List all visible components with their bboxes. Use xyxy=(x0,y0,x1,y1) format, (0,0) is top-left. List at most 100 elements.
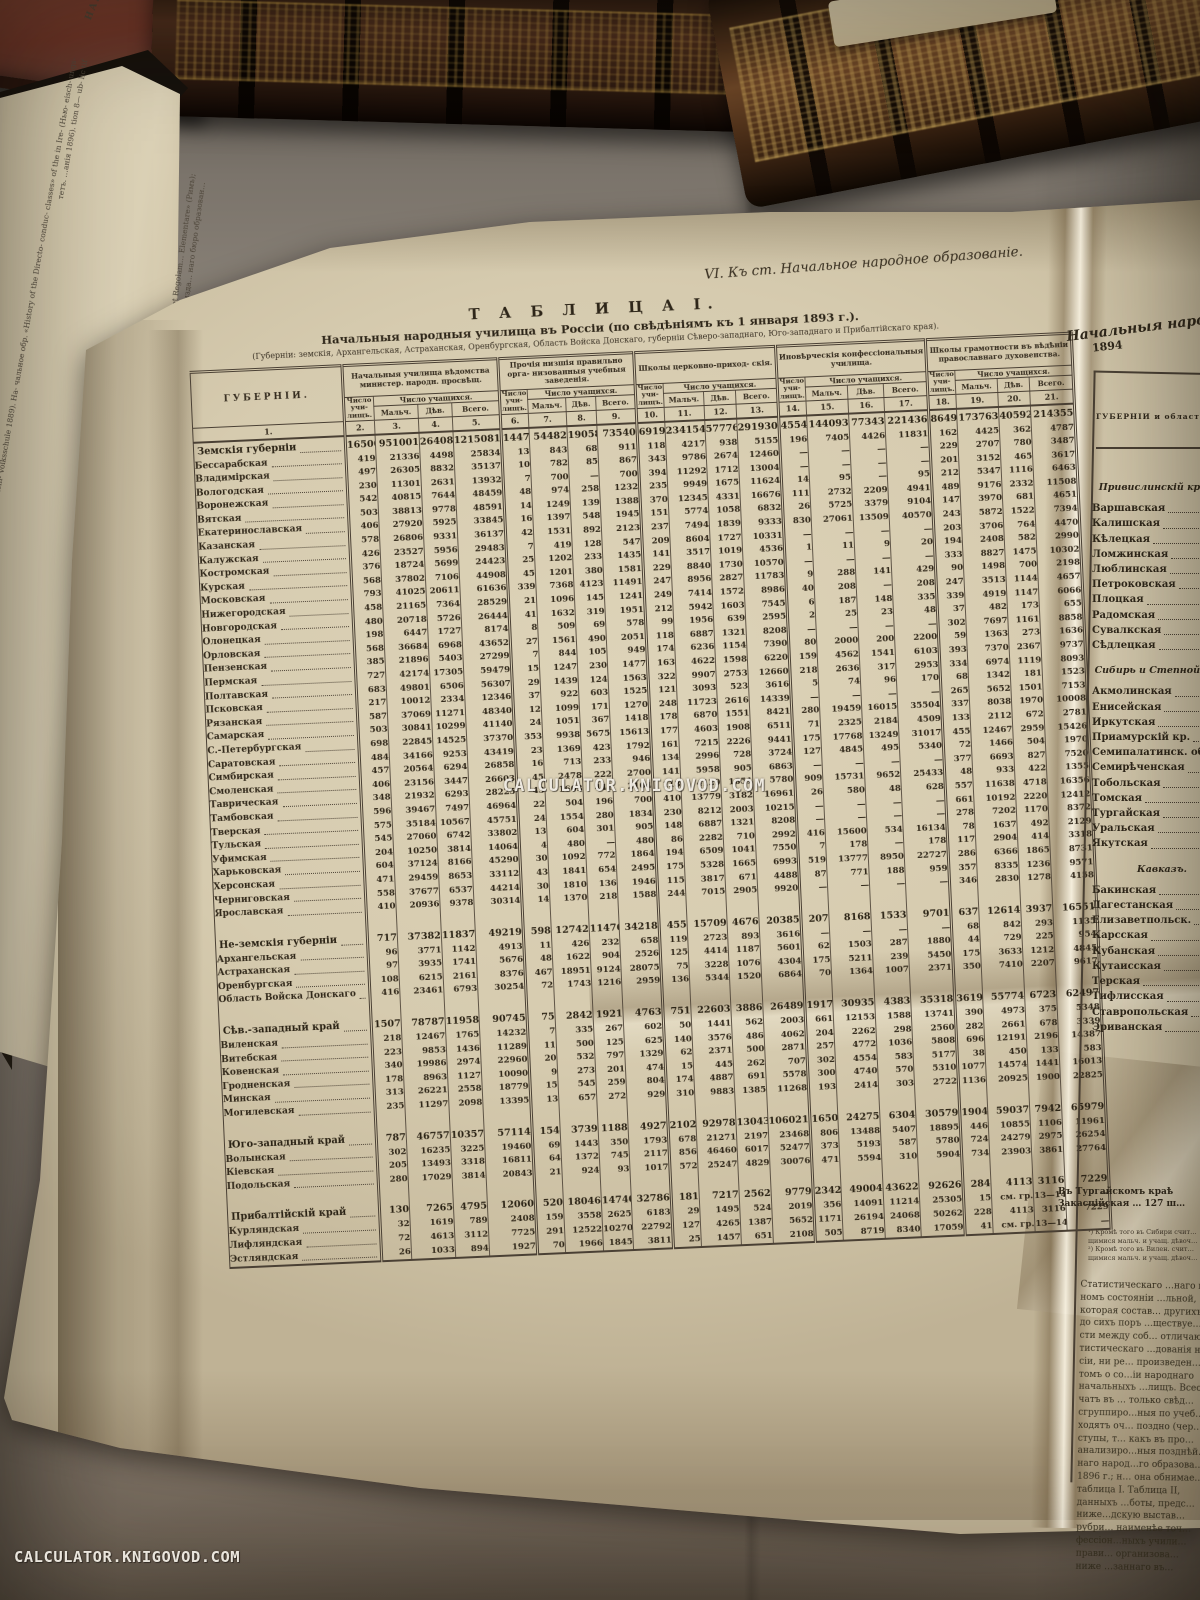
table-cell: 724 xyxy=(960,1133,990,1149)
table-cell: 73540 xyxy=(596,422,638,443)
column-number: 14. xyxy=(778,400,807,417)
province-name: Сувалкская xyxy=(1092,624,1162,636)
table-cell: 92978 xyxy=(695,1113,737,1133)
next-page-province: Кубанская xyxy=(1092,944,1200,959)
table-cell: 13509 xyxy=(853,510,890,527)
table-cell: 258 xyxy=(569,483,601,498)
table-cell: 218 xyxy=(789,663,819,679)
next-page-province: Радомская xyxy=(1092,608,1200,623)
table-cell: 558 xyxy=(365,886,396,902)
table-cell: 2220 xyxy=(1015,789,1049,805)
table-cell: 96 xyxy=(367,945,399,961)
table-cell: 1588 xyxy=(617,888,659,905)
table-cell: 177 xyxy=(650,724,679,740)
table-cell: 78787 xyxy=(400,1013,446,1033)
table-cell: 48 xyxy=(944,765,974,781)
table-cell: 1603 xyxy=(712,599,746,615)
table-cell: 117 xyxy=(947,833,977,849)
table-cell: 604 xyxy=(363,859,395,875)
table-cell: 159 xyxy=(789,650,818,666)
table-cell: 262 xyxy=(733,1056,766,1072)
table-cell: 134 xyxy=(651,751,681,767)
table-cell: 1541 xyxy=(859,646,896,662)
table-cell: 2342 xyxy=(812,1182,842,1201)
table-cell: 280 xyxy=(584,809,615,824)
province-name: Плоцкая xyxy=(1092,594,1144,606)
table-cell: 717 xyxy=(367,928,398,948)
table-cell: 480 xyxy=(353,615,384,631)
table-cell: 587 xyxy=(357,710,388,726)
next-page-province: Люблинская xyxy=(1092,562,1200,577)
table-cell: 6304 xyxy=(879,1105,917,1125)
table-cell: 3739 xyxy=(559,1120,599,1139)
table-cell: 7 xyxy=(527,1025,557,1041)
table-cell: 1588 xyxy=(875,1009,912,1025)
table-cell: — xyxy=(784,555,814,571)
watermark-bottom: CALCULATOR.KNIGOVOD.COM xyxy=(14,1548,241,1566)
table-cell: 1144 xyxy=(1005,572,1039,588)
table-cell: 2674 xyxy=(706,449,739,465)
table-cell: 1447 xyxy=(500,427,530,447)
table-cell: 2959 xyxy=(1012,721,1046,737)
table-cell: — xyxy=(905,875,950,892)
table-cell: 162 xyxy=(929,426,958,442)
table-cell: 11638 xyxy=(973,777,1016,793)
table-cell: 96 xyxy=(860,673,897,690)
table-cell: 1188 xyxy=(597,1118,629,1138)
table-cell: 68 xyxy=(567,442,599,458)
table-cell: 48 xyxy=(524,952,553,968)
table-cell: 8168 xyxy=(828,907,872,927)
dot-leader xyxy=(1163,776,1200,788)
table-cell: 40592 xyxy=(998,405,1032,425)
table-cell: 1058 xyxy=(708,504,742,520)
table-cell: 661 xyxy=(945,792,975,808)
table-cell: 3886 xyxy=(730,999,764,1018)
table-cell: 8649 xyxy=(928,408,958,428)
table-cell: 72 xyxy=(525,979,555,995)
table-cell: 9378 xyxy=(439,896,475,912)
table-cell: 40 xyxy=(786,582,815,598)
table-cell: 562 xyxy=(731,1016,764,1032)
table-cell: 1917 xyxy=(804,995,834,1015)
table-cell: 2974 xyxy=(446,1055,482,1071)
table-cell: 1531 xyxy=(533,525,572,541)
table-cell: 1187 xyxy=(728,943,761,959)
table-cell: 1743 xyxy=(553,978,593,994)
table-cell: 237 xyxy=(641,520,670,536)
dot-leader xyxy=(1163,959,1200,972)
table-cell: 6887 xyxy=(682,817,724,834)
table-cell: 30314 xyxy=(473,894,523,911)
table-cell: 2367 xyxy=(1008,640,1042,656)
table-cell: 64 xyxy=(533,1152,562,1168)
table-cell: 97 xyxy=(368,959,400,975)
table-cell: 26 xyxy=(795,786,824,801)
table-cell: 13043 xyxy=(735,1112,769,1131)
table-cell: 46757 xyxy=(405,1126,451,1146)
table-cell: 20385 xyxy=(758,910,802,930)
watermark-center: CALCULATOR.KNIGOVOD.COM xyxy=(503,776,766,795)
table-cell: 1136 xyxy=(958,1074,987,1090)
table-cell: 1900 xyxy=(1028,1070,1061,1086)
table-cell: 678 xyxy=(668,1132,698,1148)
table-cell: 1096 xyxy=(536,593,575,609)
table-cell: 390 xyxy=(955,1006,984,1022)
table-cell: 333 xyxy=(934,548,964,564)
table-cell: 205 xyxy=(377,1159,408,1175)
table-cell: 230 xyxy=(347,479,378,495)
table-cell: 133 xyxy=(1026,1043,1060,1059)
table-cell: 2334 xyxy=(430,693,466,709)
table-cell: 45 xyxy=(507,567,536,583)
table-cell: 1598 xyxy=(715,653,748,669)
table-cell: 22727 xyxy=(904,848,949,865)
table-cell: 234154 xyxy=(664,419,706,440)
table-cell: 214355 xyxy=(1030,403,1076,424)
table-cell: 905 xyxy=(614,820,656,837)
table-cell: 2197 xyxy=(736,1129,770,1145)
table-cell: 208 xyxy=(814,580,857,596)
table-cell: 7 xyxy=(797,840,827,856)
table-cell: 1441 xyxy=(691,1017,733,1033)
table-cell: 542 xyxy=(347,492,379,508)
table-cell: 39467 xyxy=(391,803,437,819)
dot-leader xyxy=(1144,791,1200,804)
table-cell: 1477 xyxy=(607,657,648,674)
